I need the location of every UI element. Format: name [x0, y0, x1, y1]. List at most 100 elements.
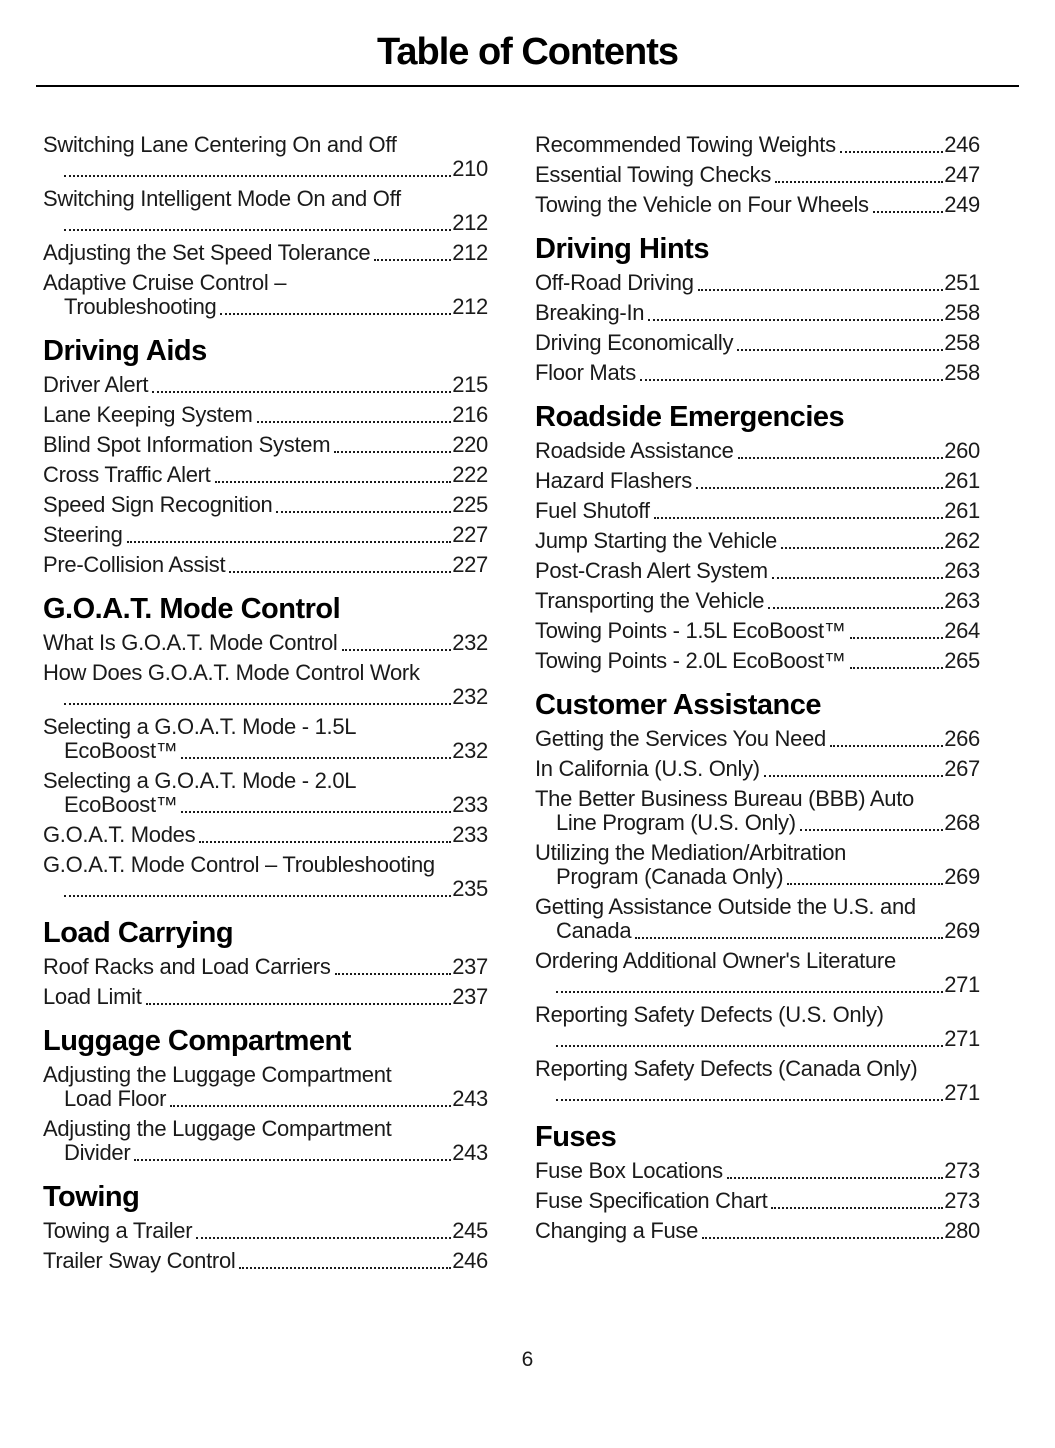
toc-entry-line: Post-Crash Alert System 263	[535, 559, 980, 583]
title-divider	[36, 85, 1019, 87]
toc-entry-label: Switching Lane Centering On and Off	[43, 133, 397, 157]
toc-entry-line: 212	[43, 211, 488, 235]
toc-entry-line: EcoBoost™ 232	[43, 739, 488, 763]
section-heading: Customer Assistance	[535, 689, 821, 721]
toc-entry-line: Steering 227	[43, 523, 488, 547]
toc-entry-line: Towing the Vehicle on Four Wheels 249	[535, 193, 980, 217]
toc-entry-label: How Does G.O.A.T. Mode Control Work	[43, 661, 420, 685]
toc-section: Load Carrying Roof Racks and Load Carrier…	[43, 917, 488, 1009]
leader-dots	[134, 1141, 452, 1161]
toc-section: Towing Towing a Trailer 245 Trailer Sway Co…	[43, 1181, 488, 1273]
leader-dots	[737, 331, 944, 351]
toc-entry-line: Roof Racks and Load Carriers 237	[43, 955, 488, 979]
toc-entry-line: Fuse Specification Chart 273	[535, 1189, 980, 1213]
toc-entry: Roof Racks and Load Carriers 237	[43, 955, 488, 979]
toc-section: G.O.A.T. Mode Control What Is G.O.A.T. Mo…	[43, 593, 488, 901]
toc-entry-page: 232	[452, 738, 488, 763]
toc-entry-label: Adjusting the Luggage Compartment	[43, 1117, 392, 1141]
toc-entry-page: 233	[452, 792, 488, 817]
leader-dots	[787, 865, 944, 885]
toc-entry-page: 220	[452, 432, 488, 457]
section-heading: Driving Aids	[43, 335, 207, 367]
toc-entry: Recommended Towing Weights 246	[535, 133, 980, 157]
toc-entry-line: Changing a Fuse 280	[535, 1219, 980, 1243]
toc-section: Roadside Emergencies Roadside Assistance 2…	[535, 401, 980, 673]
leader-dots	[697, 271, 944, 291]
section-heading: Towing	[43, 1181, 140, 1213]
toc-entry: Getting Assistance Outside the U.S. and C…	[535, 895, 980, 943]
toc-entry-line: Blind Spot Information System 220	[43, 433, 488, 457]
leader-dots	[849, 649, 944, 669]
toc-entry-page: 264	[944, 618, 980, 643]
toc-entry-page: 268	[944, 810, 980, 835]
toc-entry-page: 280	[944, 1218, 980, 1243]
toc-entry-label: Trailer Sway Control	[43, 1248, 236, 1273]
toc-entry-line: Trailer Sway Control 246	[43, 1249, 488, 1273]
toc-entry-page: 269	[944, 864, 980, 889]
toc-entry-page: 243	[452, 1140, 488, 1165]
toc-entry-page: 232	[452, 684, 488, 709]
toc-entry-page: 258	[944, 300, 980, 325]
toc-entry-page: 233	[452, 822, 488, 847]
toc-entry-line: Line Program (U.S. Only) 268	[535, 811, 980, 835]
toc-entry: Switching Lane Centering On and Off 210	[43, 133, 488, 181]
toc-entry-page: 212	[452, 294, 488, 319]
toc-entry-line: Breaking-In 258	[535, 301, 980, 325]
toc-entry-label: G.O.A.T. Mode Control – Troubleshooting	[43, 853, 435, 877]
toc-entry-line: Hazard Flashers 261	[535, 469, 980, 493]
toc-entry-label: Speed Sign Recognition	[43, 492, 273, 517]
toc-entry-line: Pre-Collision Assist 227	[43, 553, 488, 577]
toc-entry: Roadside Assistance 260	[535, 439, 980, 463]
section-heading: Driving Hints	[535, 233, 709, 265]
leader-dots	[839, 133, 944, 153]
toc-entry-label: Fuel Shutoff	[535, 498, 650, 523]
toc-entry-label: Blind Spot Information System	[43, 432, 331, 457]
toc-entry-label: Selecting a G.O.A.T. Mode - 1.5L	[43, 715, 357, 739]
leader-dots	[653, 499, 944, 519]
toc-entry: Reporting Safety Defects (U.S. Only) 271	[535, 1003, 980, 1051]
toc-entry-label: Ordering Additional Owner's Literature	[535, 949, 896, 973]
toc-entry-label: Roadside Assistance	[535, 438, 734, 463]
leader-dots	[334, 955, 452, 975]
toc-entry-page: 249	[944, 192, 980, 217]
toc-entry-page: 215	[452, 372, 488, 397]
toc-entry-line: Fuel Shutoff 261	[535, 499, 980, 523]
toc-entry: Trailer Sway Control 246	[43, 1249, 488, 1273]
toc-section: Driving Aids Driver Alert 215 Lane Keeping …	[43, 335, 488, 577]
toc-entry-line: 235	[43, 877, 488, 901]
toc-entry-line: Speed Sign Recognition 225	[43, 493, 488, 517]
toc-entry-label: Jump Starting the Vehicle	[535, 528, 777, 553]
toc-entry: Towing the Vehicle on Four Wheels 249	[535, 193, 980, 217]
leader-dots	[256, 403, 452, 423]
toc-entry: Adjusting the Set Speed Tolerance 212	[43, 241, 488, 265]
toc-entry-line: Program (Canada Only) 269	[535, 865, 980, 889]
toc-entry-page: 232	[452, 630, 488, 655]
toc-section: Recommended Towing Weights 246 Essential T…	[535, 133, 980, 217]
toc-entry: Speed Sign Recognition 225	[43, 493, 488, 517]
toc-entry-label: In California (U.S. Only)	[535, 756, 760, 781]
leader-dots	[181, 793, 452, 813]
toc-entry-label: Getting Assistance Outside the U.S. and	[535, 895, 916, 919]
toc-entry-label: Load Limit	[43, 984, 142, 1009]
leader-dots	[771, 559, 944, 579]
toc-entry-label: Floor Mats	[535, 360, 636, 385]
toc-entry-line: EcoBoost™ 233	[43, 793, 488, 817]
toc-entry-line: Essential Towing Checks 247	[535, 163, 980, 187]
toc-entry-page: 271	[944, 1026, 980, 1051]
toc-entry-line: Fuse Box Locations 273	[535, 1159, 980, 1183]
toc-entry-label: Pre-Collision Assist	[43, 552, 226, 577]
toc-section: Luggage Compartment Adjusting the Luggage…	[43, 1025, 488, 1165]
leader-dots	[181, 739, 452, 759]
leader-dots	[64, 211, 452, 231]
toc-entry-label-continued: EcoBoost™	[64, 792, 178, 817]
toc-columns: Switching Lane Centering On and Off 210 Sw…	[0, 87, 1055, 1279]
toc-entry-page: 263	[944, 588, 980, 613]
toc-entry-line: Canada 269	[535, 919, 980, 943]
leader-dots	[334, 433, 452, 453]
toc-entry-page: 266	[944, 726, 980, 751]
leader-dots	[771, 1189, 944, 1209]
leader-dots	[829, 727, 944, 747]
toc-entry-line: 271	[535, 1027, 980, 1051]
toc-entry-label: Towing the Vehicle on Four Wheels	[535, 192, 869, 217]
